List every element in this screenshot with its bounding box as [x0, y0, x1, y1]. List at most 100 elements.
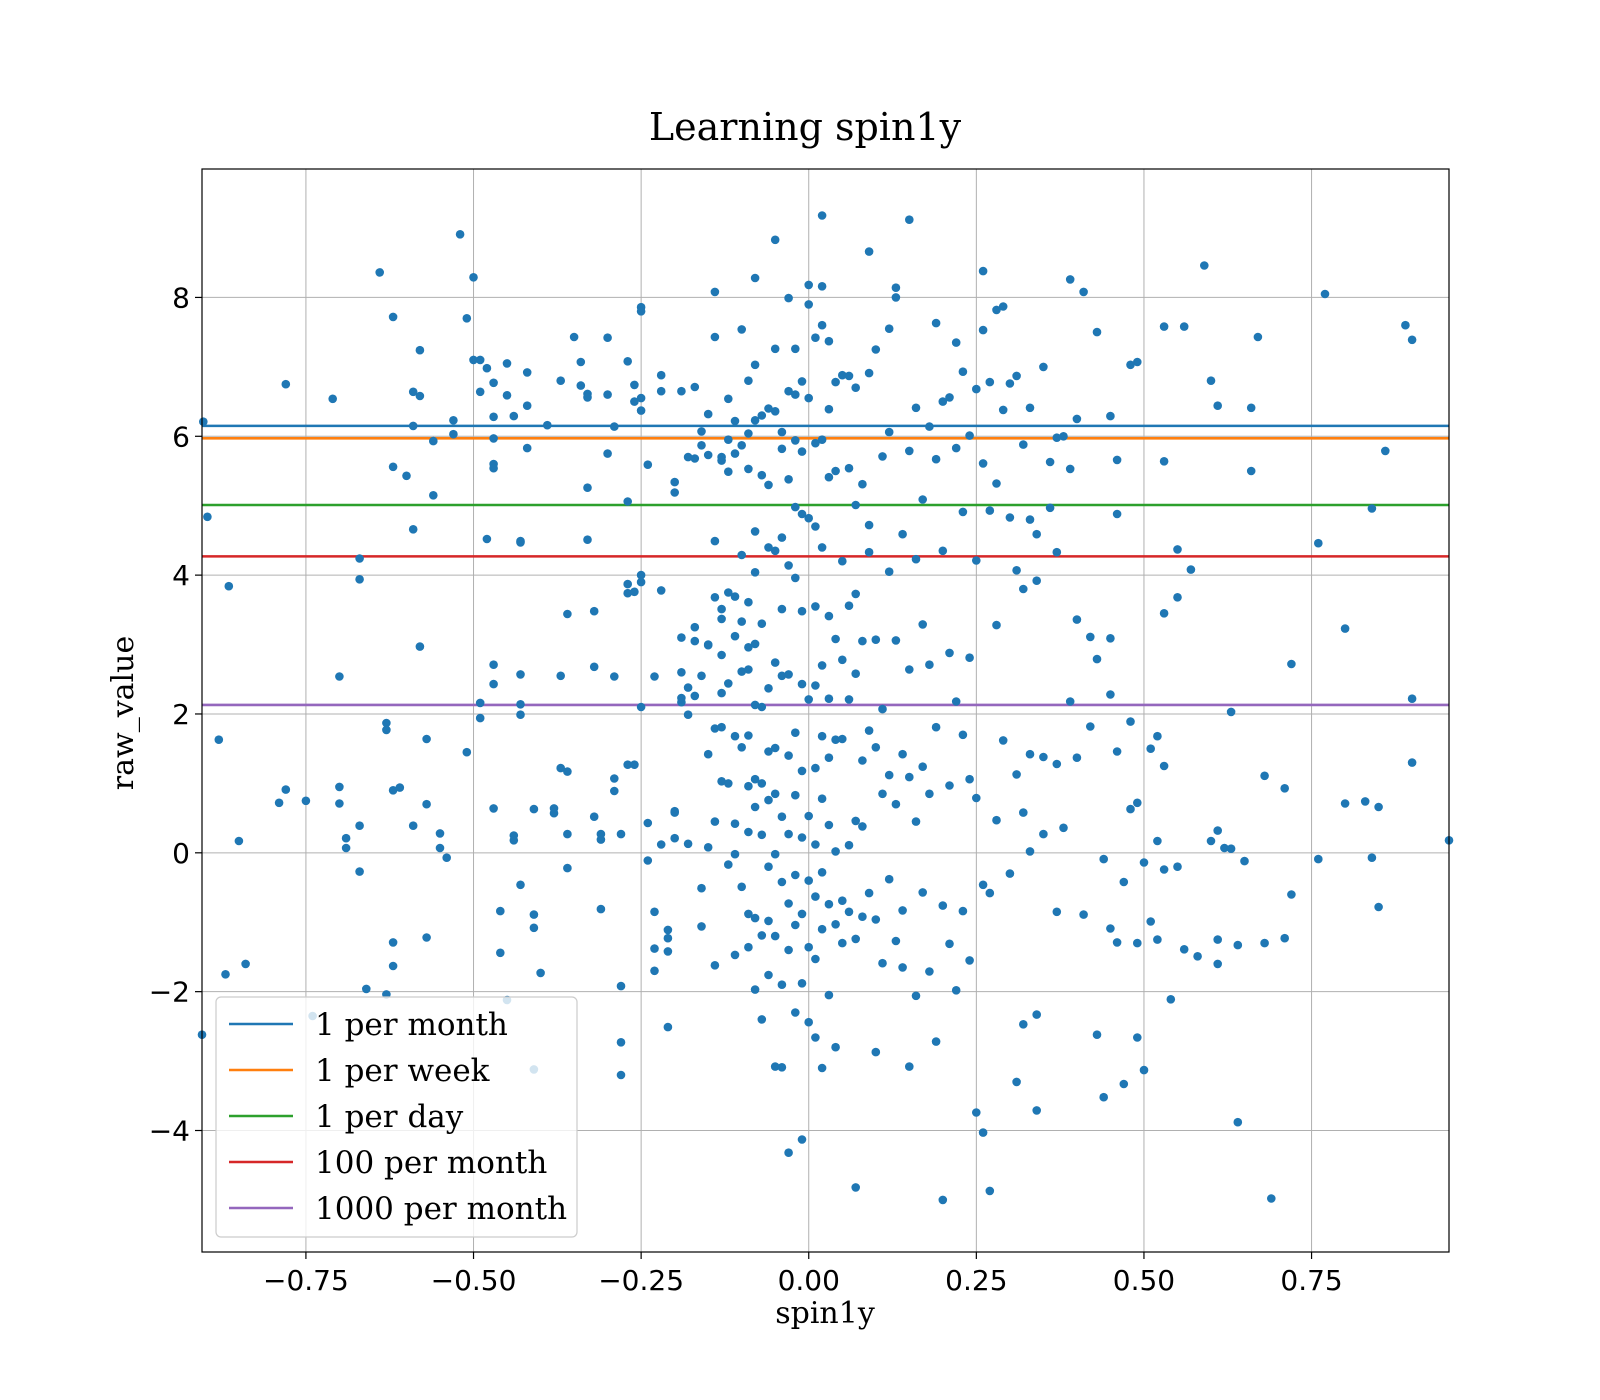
data-point — [817, 1063, 827, 1073]
data-point — [636, 577, 646, 587]
data-point — [1025, 403, 1035, 413]
data-point — [750, 802, 760, 812]
data-point — [831, 735, 840, 744]
data-point — [462, 314, 472, 323]
data-point — [422, 799, 431, 809]
data-point — [838, 938, 847, 948]
data-point — [516, 536, 525, 546]
data-point — [811, 681, 820, 690]
data-point — [496, 948, 505, 958]
data-point — [978, 880, 988, 890]
y-tick-label: 4 — [172, 559, 190, 592]
data-point — [730, 950, 740, 960]
data-point — [563, 829, 572, 839]
data-point — [864, 888, 874, 898]
data-point — [382, 725, 391, 735]
data-point — [717, 604, 726, 614]
data-point — [1287, 890, 1296, 899]
data-point — [817, 794, 827, 803]
data-point — [905, 772, 914, 782]
data-point — [811, 1033, 820, 1042]
data-point — [221, 970, 230, 979]
data-point — [1267, 1194, 1276, 1203]
data-point — [838, 734, 847, 744]
data-point — [744, 827, 753, 837]
data-point — [737, 617, 746, 626]
data-point — [697, 427, 706, 436]
data-point — [992, 479, 1001, 488]
data-point — [797, 509, 807, 519]
data-point — [804, 695, 813, 704]
data-point — [522, 443, 532, 453]
data-point — [1407, 758, 1417, 767]
data-point — [690, 454, 700, 463]
data-point — [891, 936, 901, 946]
data-point — [408, 525, 418, 534]
y-axis-ticks: −4 −2 0 2 4 6 8 — [149, 281, 202, 1148]
data-point — [784, 1148, 793, 1157]
data-point — [596, 904, 606, 914]
data-point — [388, 786, 398, 795]
data-point — [764, 970, 773, 980]
data-point — [757, 470, 767, 480]
data-point — [650, 672, 659, 681]
data-point — [831, 634, 840, 644]
legend-label: 1 per month — [315, 1007, 508, 1043]
data-point — [744, 429, 753, 438]
data-point — [891, 293, 901, 302]
data-point — [1065, 275, 1075, 284]
data-point — [556, 376, 565, 386]
data-point — [784, 751, 793, 760]
data-point — [737, 667, 746, 676]
data-point — [489, 463, 498, 473]
data-point — [1159, 865, 1169, 874]
data-point — [435, 843, 445, 853]
data-point — [744, 665, 753, 674]
data-point — [710, 332, 720, 342]
data-point — [878, 789, 887, 799]
data-point — [576, 381, 586, 390]
data-point — [556, 763, 565, 773]
x-tick-label: −0.75 — [263, 1264, 349, 1297]
data-point — [1280, 933, 1289, 943]
data-point — [851, 500, 860, 510]
data-point — [958, 906, 968, 916]
data-point — [616, 981, 626, 991]
data-point — [878, 704, 887, 714]
data-point — [610, 774, 619, 783]
data-point — [1173, 593, 1182, 602]
data-point — [744, 909, 753, 919]
data-point — [522, 401, 532, 411]
data-point — [905, 665, 914, 674]
data-point — [656, 840, 666, 849]
data-point — [858, 822, 867, 831]
data-point — [1159, 761, 1169, 771]
data-point — [817, 868, 827, 877]
data-point — [616, 1070, 626, 1080]
data-point — [583, 535, 592, 544]
data-point — [1092, 327, 1102, 337]
data-point — [931, 318, 941, 328]
data-point — [710, 287, 720, 297]
data-point — [516, 710, 525, 719]
data-point — [1206, 376, 1216, 386]
data-point — [636, 570, 646, 580]
data-point — [945, 939, 954, 949]
data-point — [670, 808, 679, 817]
data-point — [1314, 854, 1323, 864]
data-point — [918, 888, 927, 897]
data-point — [563, 767, 572, 776]
data-point — [925, 967, 934, 976]
data-point — [1367, 504, 1377, 513]
data-point — [1099, 1092, 1108, 1102]
data-point — [1059, 432, 1068, 441]
data-point — [462, 747, 472, 757]
data-point — [1086, 722, 1095, 731]
data-point — [422, 734, 431, 744]
data-point — [1039, 829, 1048, 839]
x-tick-label: −0.50 — [431, 1264, 517, 1297]
data-point — [1052, 433, 1062, 443]
data-point — [911, 554, 921, 564]
data-point — [797, 833, 807, 842]
data-point — [489, 378, 498, 388]
